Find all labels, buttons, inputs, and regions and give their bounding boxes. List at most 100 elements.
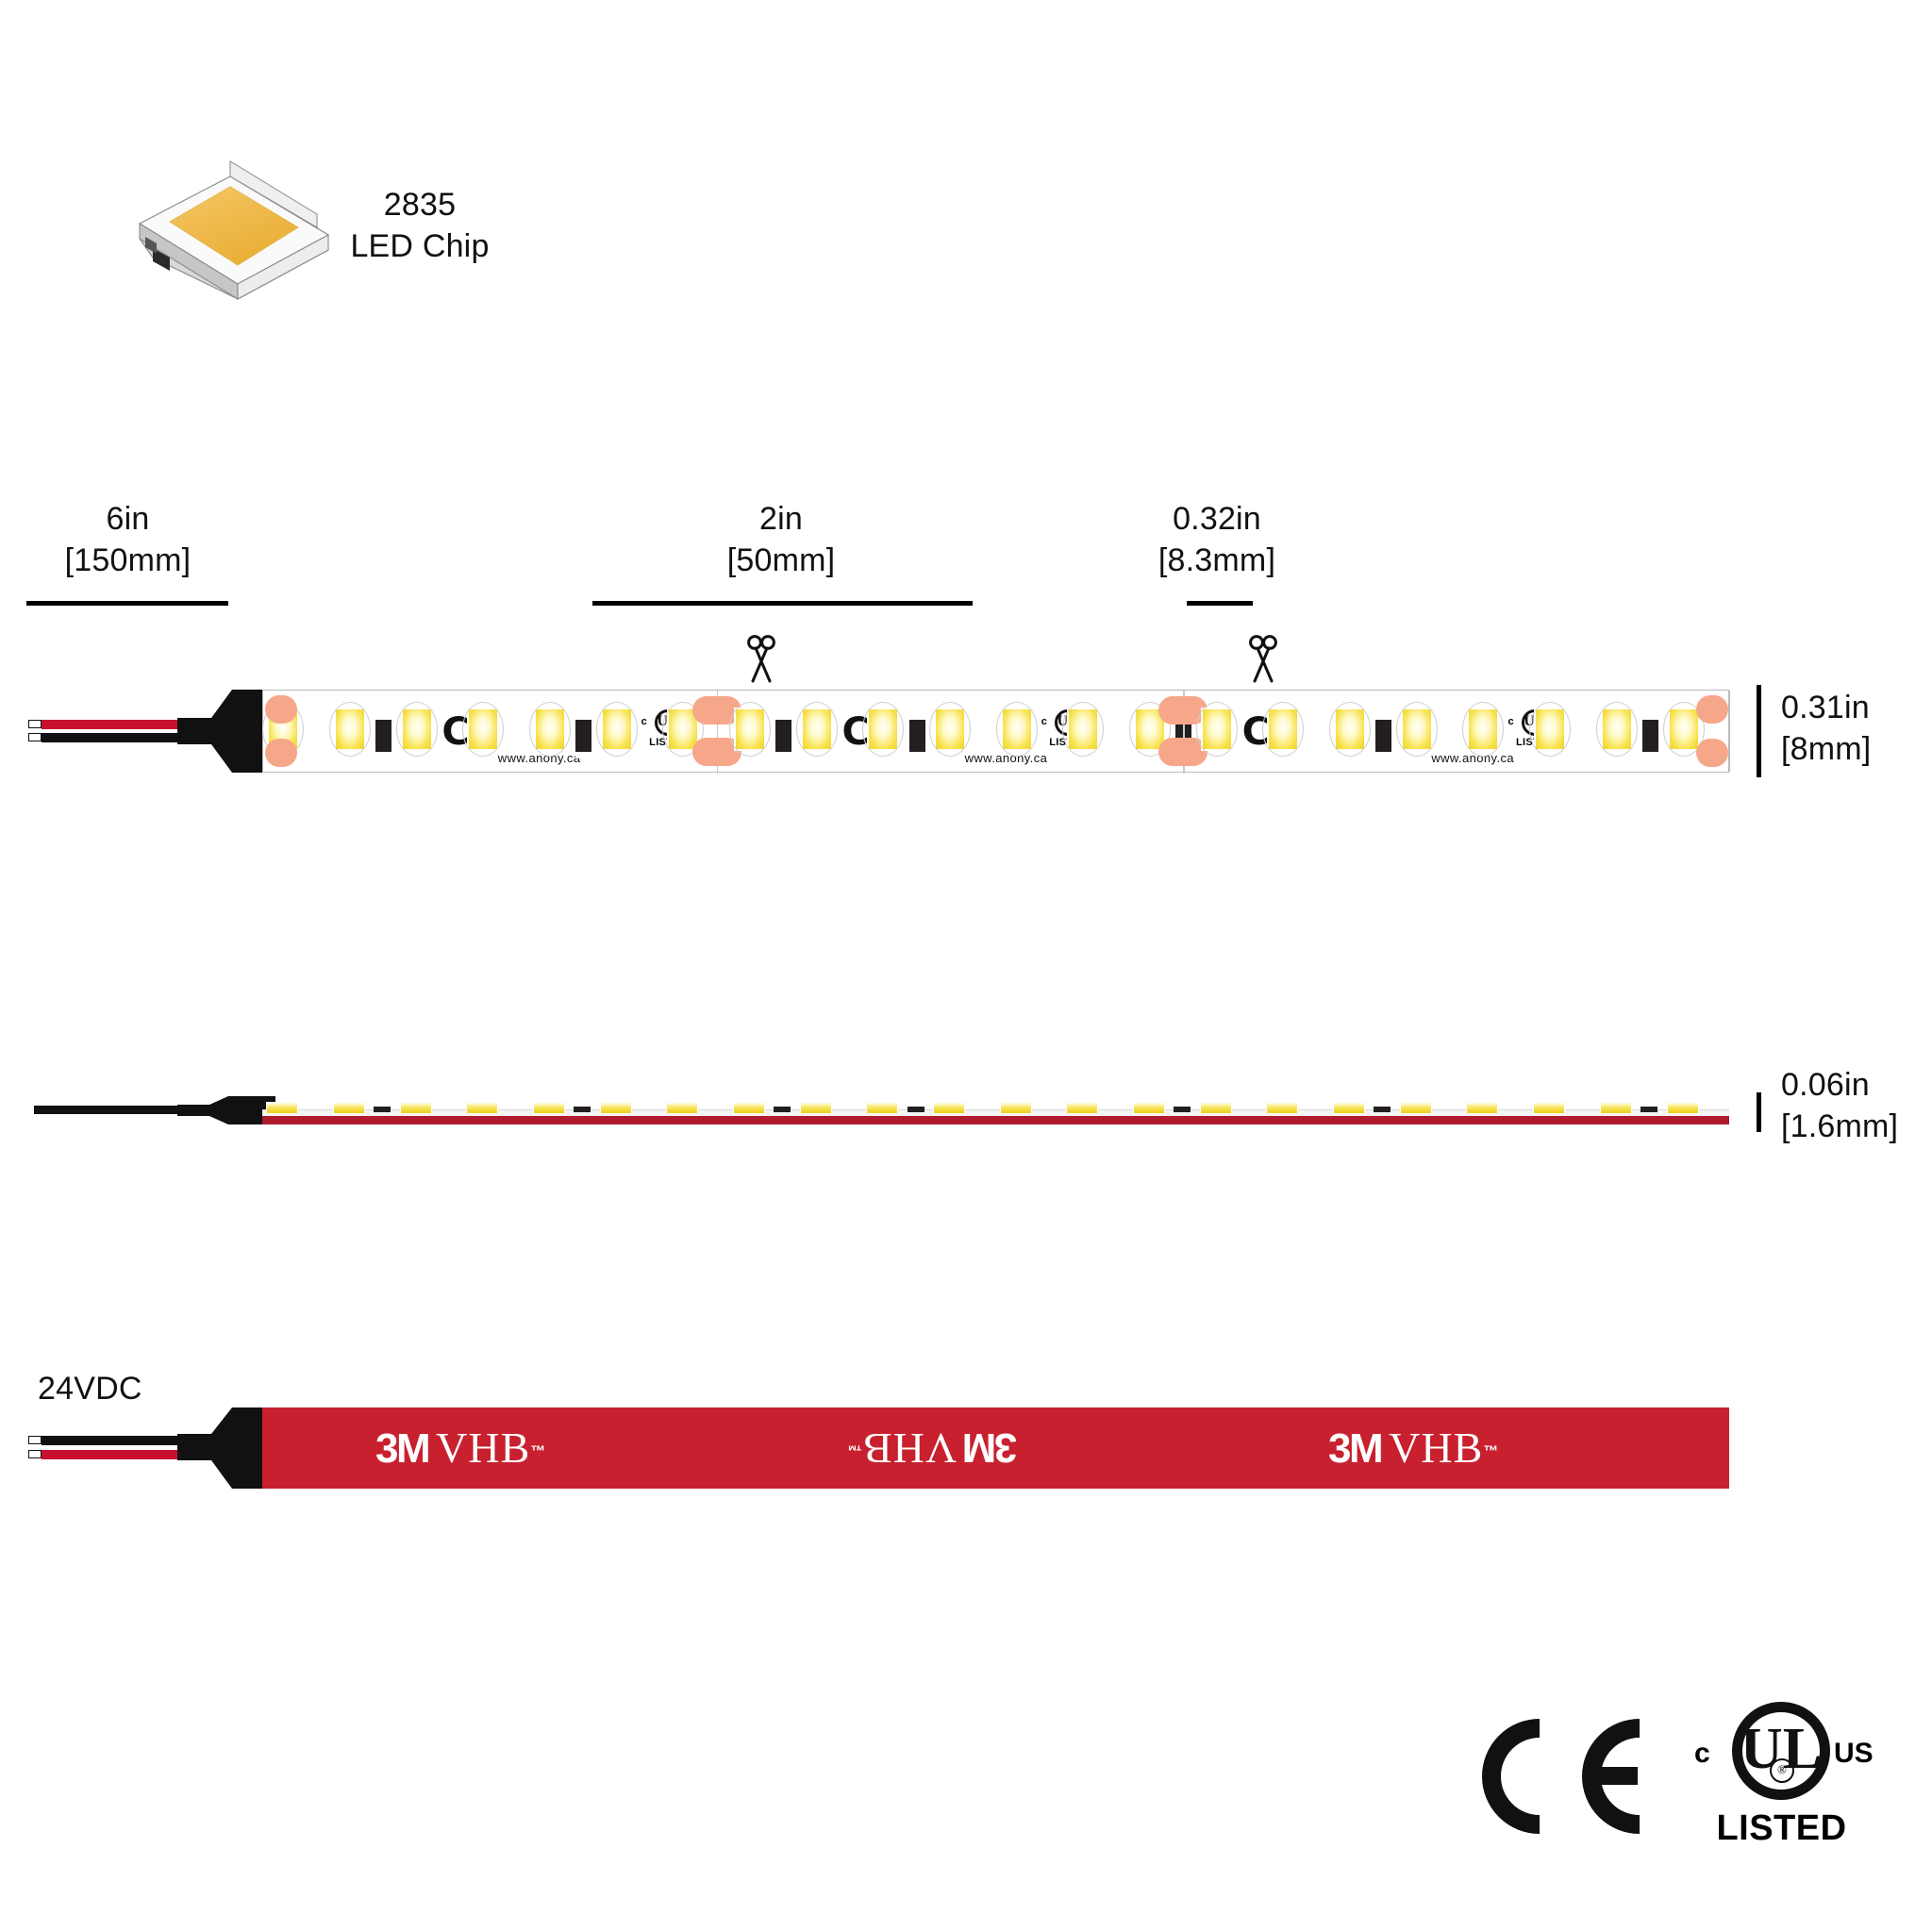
resistor-side (374, 1107, 391, 1112)
solder-pad (265, 739, 297, 767)
lead-wire-assembly-tape (28, 1407, 276, 1489)
led-emitter (528, 702, 571, 757)
resistor-side (774, 1107, 791, 1112)
ul-listed-mark-icon: UL ® c US LISTED (1687, 1698, 1874, 1863)
chip-subtitle-label: LED Chip (350, 228, 490, 264)
ul-ring (1732, 1702, 1830, 1800)
led-emitter-side (799, 1102, 832, 1114)
brand-vhb: VHB (862, 1424, 958, 1473)
cut-line (716, 691, 719, 774)
brand-3m: 3M (375, 1425, 431, 1472)
led-emitter-side (1466, 1102, 1499, 1114)
wire-red (42, 720, 185, 729)
lead-length-metric: [150mm] (64, 542, 192, 578)
led-emitter-side (1666, 1102, 1699, 1114)
chip-model-label: 2835 (383, 187, 457, 223)
trademark-symbol: ™ (1483, 1443, 1499, 1460)
solder-pad (1696, 739, 1728, 767)
voltage-label: 24VDC (38, 1371, 142, 1407)
cut-interval-imperial: 2in (759, 501, 803, 537)
led-emitter-side (466, 1102, 499, 1114)
cut-interval-dimension-line (592, 601, 973, 606)
resistor (908, 713, 925, 758)
website-mark: www.anony.ca (497, 751, 581, 765)
ul-us-suffix: US (1834, 1738, 1874, 1769)
resistor-side (1174, 1107, 1191, 1112)
led-emitter (1595, 702, 1638, 757)
led-emitter-side (999, 1102, 1032, 1114)
brand-vhb: VHB (436, 1424, 531, 1472)
cut-interval-metric: [50mm] (726, 542, 836, 578)
resistor-side (1641, 1107, 1658, 1112)
scissors-icon (1247, 634, 1279, 683)
led-pitch-imperial: 0.32in (1173, 501, 1261, 537)
led-emitter (395, 702, 438, 757)
led-emitter (1329, 702, 1372, 757)
wire-terminal-red (28, 720, 42, 728)
scissors-icon (745, 634, 777, 683)
led-emitter (1195, 702, 1238, 757)
led-emitter-side (933, 1102, 966, 1114)
strip-width-tick (1757, 685, 1761, 777)
resistor (375, 713, 392, 758)
solder-pad (1696, 695, 1728, 724)
led-emitter-side (1399, 1102, 1432, 1114)
wire-terminal-red (28, 1450, 42, 1458)
vhb-tape-view: 3M VHB™ 3MVHB™ 3M VHB™ (262, 1407, 1729, 1489)
led-emitter (462, 702, 505, 757)
strip-end-edge (1728, 691, 1730, 772)
resistor (1642, 713, 1659, 758)
led-emitter-side (332, 1102, 365, 1114)
led-emitter (795, 702, 838, 757)
connector-boot (177, 1096, 275, 1124)
led-emitter (1662, 702, 1705, 757)
lead-length-dimension-line (26, 601, 228, 606)
led-pitch-dimension-line (1187, 601, 1253, 606)
wire-black (34, 1106, 183, 1114)
brand-3m: 3M (1328, 1425, 1384, 1472)
led-emitter (1062, 702, 1105, 757)
wire-black (42, 733, 185, 742)
strip-width-metric: [8mm] (1781, 731, 1872, 767)
led-emitter-side (666, 1102, 699, 1114)
led-emitter-side (1266, 1102, 1299, 1114)
wire-black (42, 1436, 185, 1445)
led-strip-top-view: CƐwww.anony.caULcUSLISTEDCƐwww.anony.caU… (262, 690, 1730, 774)
led-emitter (328, 702, 371, 757)
lead-wire-assembly-top (28, 690, 276, 773)
resistor (575, 713, 592, 758)
ul-c-prefix: c (1041, 716, 1047, 727)
led-emitter-side (1066, 1102, 1099, 1114)
led-emitter (595, 702, 638, 757)
resistor (1375, 713, 1392, 758)
led-emitter-side (266, 1102, 299, 1114)
pcb-layer (262, 1109, 1729, 1116)
led-emitter-side (732, 1102, 765, 1114)
ul-c-prefix: c (1694, 1738, 1710, 1769)
strip-width-imperial: 0.31in (1781, 690, 1870, 725)
led-emitter-side (1199, 1102, 1232, 1114)
connector-boot (177, 1407, 276, 1489)
registered-symbol: ® (1770, 1758, 1794, 1783)
brand-vhb: VHB (1389, 1424, 1484, 1472)
strip-thickness-metric: [1.6mm] (1781, 1108, 1899, 1144)
led-emitter-side (1599, 1102, 1632, 1114)
led-emitter-side (1133, 1102, 1166, 1114)
led-emitter (995, 702, 1038, 757)
resistor (775, 713, 792, 758)
trademark-symbol: ™ (847, 1436, 862, 1453)
led-strip-side-view (262, 1102, 1729, 1128)
led-pitch-metric: [8.3mm] (1158, 542, 1276, 578)
wire-red (42, 1450, 185, 1459)
led-emitter (929, 702, 972, 757)
ul-listed-text: LISTED (1716, 1808, 1847, 1848)
led-emitter-side (399, 1102, 432, 1114)
ul-c-prefix: c (641, 716, 647, 727)
led-emitter-side (866, 1102, 899, 1114)
vhb-logo: 3MVHB™ (847, 1424, 1017, 1473)
ul-c-prefix: c (1507, 716, 1514, 727)
strip-thickness-tick (1757, 1092, 1761, 1132)
led-emitter-side (1333, 1102, 1366, 1114)
